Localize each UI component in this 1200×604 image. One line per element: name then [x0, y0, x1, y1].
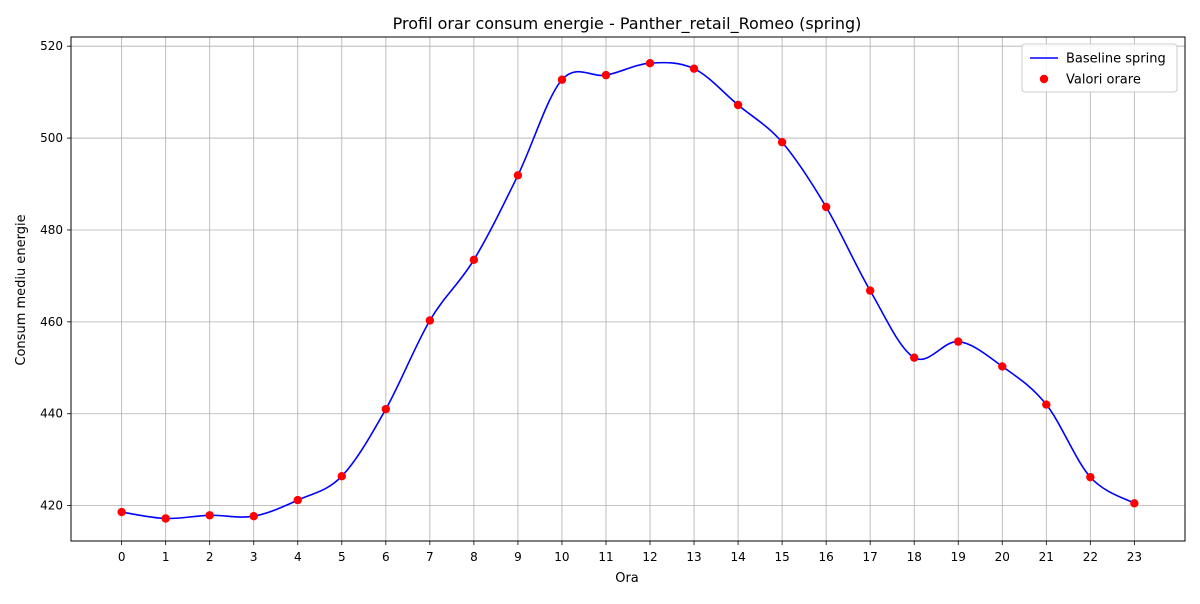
x-tick-label: 21	[1039, 550, 1054, 564]
x-tick-label: 0	[118, 550, 126, 564]
x-tick-label: 6	[382, 550, 390, 564]
data-point	[777, 138, 787, 147]
y-tick-label: 500	[40, 131, 63, 145]
data-point	[337, 472, 346, 481]
x-tick-label: 23	[1127, 550, 1142, 564]
y-tick-label: 480	[40, 223, 63, 237]
x-tick-label: 17	[863, 550, 878, 564]
data-point	[645, 58, 655, 68]
plot-frame	[70, 36, 1186, 542]
data-point	[117, 507, 126, 517]
data-point	[381, 404, 391, 414]
data-point	[425, 316, 435, 325]
chart-title: Profil orar consum energie - Panther_ret…	[393, 14, 862, 34]
x-tick-label: 19	[951, 550, 966, 564]
x-tick-label: 15	[774, 550, 789, 564]
data-point	[513, 171, 523, 180]
y-axis-label: Consum mediu energie	[14, 214, 29, 365]
data-point	[954, 337, 963, 346]
y-tick-label: 520	[40, 39, 63, 53]
data-point	[1130, 499, 1139, 508]
data-point	[601, 70, 611, 80]
x-tick-label: 8	[470, 550, 478, 564]
x-tick-label: 1	[162, 550, 170, 564]
legend-label: Baseline spring	[1066, 52, 1166, 67]
x-tick-label: 3	[250, 550, 258, 564]
data-point	[821, 202, 831, 212]
legend-label: Valori orare	[1066, 73, 1141, 88]
legend-swatch-marker	[1039, 74, 1049, 84]
data-point	[998, 362, 1007, 371]
x-tick-label: 22	[1083, 550, 1098, 564]
data-point	[249, 511, 258, 521]
x-tick-label: 2	[206, 550, 214, 564]
x-tick-label: 4	[294, 550, 302, 564]
data-point	[469, 255, 479, 265]
x-tick-label: 18	[907, 550, 922, 564]
data-point	[1042, 400, 1051, 409]
x-tick-label: 5	[338, 550, 346, 564]
data-point	[1086, 472, 1095, 482]
data-point	[557, 75, 567, 84]
data-point	[161, 514, 170, 523]
data-point	[865, 286, 875, 295]
legend-box	[1021, 43, 1178, 93]
legend: Baseline spring Valori orare	[1021, 43, 1178, 93]
x-tick-label: 14	[730, 550, 745, 564]
x-tick-label: 7	[426, 550, 434, 564]
x-tick-label: 12	[642, 550, 657, 564]
grid	[71, 37, 1185, 541]
x-tick-label: 16	[819, 550, 834, 564]
x-axis-label: Ora	[615, 571, 639, 586]
x-tick-label: 20	[995, 550, 1010, 564]
y-tick-label: 420	[40, 499, 63, 513]
data-point	[205, 511, 214, 520]
series-layer	[117, 58, 1139, 523]
axis-ticks: 0 1 2 3 4 5 6 7 8 9 10 11 12 13 14 15 16 17 18 19 20 21 22 2342…	[40, 39, 1142, 564]
data-point	[733, 100, 743, 110]
x-tick-label: 9	[514, 550, 522, 564]
data-point	[689, 64, 699, 73]
x-tick-label: 10	[554, 550, 569, 564]
data-point	[293, 495, 302, 505]
y-tick-label: 440	[40, 407, 63, 421]
data-point	[910, 353, 919, 362]
x-tick-label: 11	[598, 550, 613, 564]
y-tick-label: 460	[40, 315, 63, 329]
x-tick-label: 13	[686, 550, 701, 564]
